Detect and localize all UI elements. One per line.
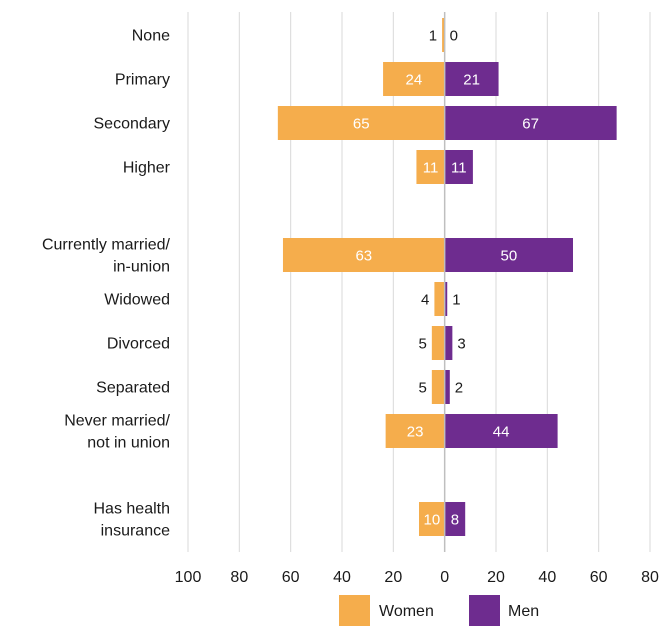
category-label: Has health: [94, 501, 171, 518]
category-label: Higher: [123, 160, 171, 177]
bar-men: [444, 370, 450, 404]
category-label: Secondary: [94, 116, 171, 133]
category-label: Divorced: [107, 336, 170, 353]
x-tick-label: 20: [487, 569, 505, 586]
x-tick-label: 40: [538, 569, 556, 586]
legend-swatch-women: [339, 595, 370, 626]
category-label: insurance: [101, 523, 170, 540]
data-label-women: 23: [407, 424, 424, 441]
data-label-women: 63: [355, 248, 372, 265]
bar-women: [277, 106, 445, 140]
category-label: Primary: [115, 72, 170, 89]
bar-women: [442, 18, 445, 52]
bar-men: [444, 502, 466, 536]
bar-men: [444, 150, 473, 184]
category-label: not in union: [87, 435, 170, 452]
x-tick-label: 80: [641, 569, 659, 586]
category-labels: None Primary Secondary Higher Currently marr…: [42, 28, 171, 540]
data-label-women: 5: [418, 336, 426, 353]
data-label-men: 1: [452, 292, 460, 309]
data-label-men: 44: [493, 424, 510, 441]
bar-women: [431, 370, 445, 404]
bar-women: [416, 150, 445, 184]
bar-men: [444, 414, 558, 448]
data-label-men: 3: [457, 336, 465, 353]
data-label-women: 4: [421, 292, 429, 309]
category-label: Widowed: [104, 292, 170, 309]
gridlines: [187, 12, 651, 552]
data-label-women: 5: [418, 380, 426, 397]
category-label: Never married/: [64, 413, 170, 430]
data-label-men: 8: [451, 512, 459, 529]
bar-women: [383, 62, 445, 96]
data-label-men: 67: [522, 116, 539, 133]
data-label-women: 10: [423, 512, 440, 529]
x-tick-label: 20: [384, 569, 402, 586]
bar-women: [434, 282, 445, 316]
x-tick-label: 60: [590, 569, 608, 586]
bar-men: [444, 62, 499, 96]
x-axis-ticks: 100 80 60 40 20 0 20 40 60 80: [175, 569, 659, 586]
bar-men: [444, 238, 573, 272]
data-label-men: 2: [455, 380, 463, 397]
x-tick-label: 100: [175, 569, 202, 586]
x-tick-label: 0: [440, 569, 449, 586]
category-label: in-union: [113, 259, 170, 276]
bar-men: [444, 282, 448, 316]
data-label-women: 1: [429, 28, 437, 45]
legend-swatch-men: [469, 595, 500, 626]
bar-men: [444, 106, 617, 140]
bar-women: [419, 502, 445, 536]
data-label-men: 50: [500, 248, 517, 265]
bars: [277, 18, 617, 536]
category-label: Currently married/: [42, 237, 171, 254]
category-label: Separated: [96, 380, 170, 397]
legend-label-men: Men: [508, 603, 539, 620]
data-label-men: 21: [463, 72, 480, 89]
bar-women: [282, 238, 445, 272]
x-tick-label: 80: [230, 569, 248, 586]
bar-women: [385, 414, 445, 448]
legend: Women Men: [339, 595, 539, 626]
data-label-women: 65: [353, 116, 370, 133]
bar-men: [444, 326, 453, 360]
x-tick-label: 60: [282, 569, 300, 586]
legend-label-women: Women: [379, 603, 434, 620]
data-label-women: 11: [423, 160, 439, 177]
data-label-men: 0: [450, 28, 458, 45]
x-tick-label: 40: [333, 569, 351, 586]
data-label-men: 11: [451, 160, 467, 177]
category-label: None: [132, 28, 170, 45]
bar-women: [431, 326, 445, 360]
data-label-women: 24: [406, 72, 423, 89]
